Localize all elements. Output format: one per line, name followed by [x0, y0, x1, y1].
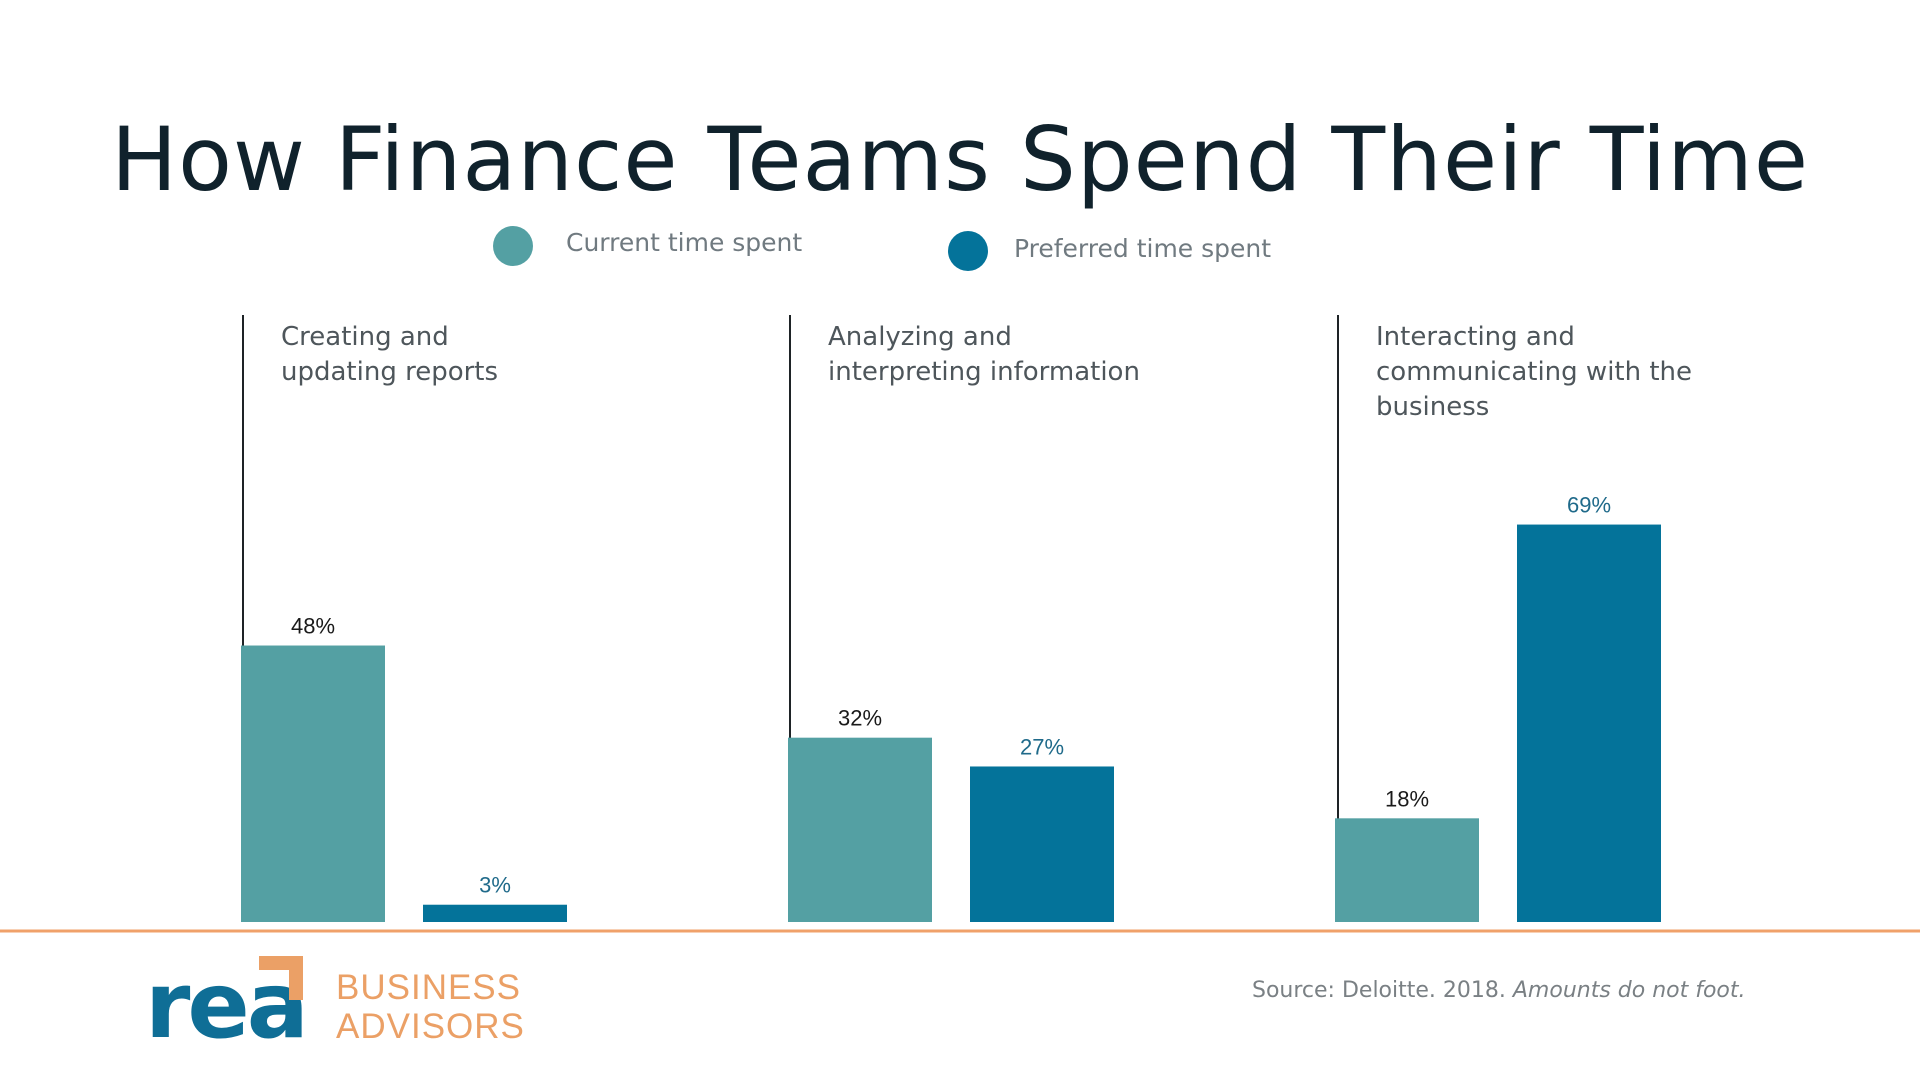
source-prefix: Source: Deloitte. 2018. [1252, 978, 1513, 1003]
bar-current-3 [1335, 818, 1479, 922]
group-label-3-line-1: Interacting and [1376, 322, 1575, 352]
chart-title: How Finance Teams Spend Their Time [110, 108, 1810, 211]
logo-advisors-text: ADVISORS [336, 1007, 525, 1046]
legend-label-current: Current time spent [566, 228, 803, 257]
group-label-3-line-2: communicating with the [1376, 357, 1692, 387]
value-label-current-1: 48% [291, 614, 335, 639]
value-label-current-3: 18% [1385, 786, 1429, 811]
group-label-3-line-3: business [1376, 392, 1489, 422]
bar-preferred-1 [423, 904, 567, 922]
group-label-1-line-2: updating reports [281, 357, 498, 387]
legend-swatch-preferred [948, 231, 988, 271]
legend-swatch-current [493, 226, 533, 266]
value-label-preferred-2: 27% [1020, 734, 1064, 759]
logo-business-text: BUSINESS [336, 968, 521, 1007]
group-label-2-line-1: Analyzing and [828, 322, 1012, 352]
legend-label-preferred: Preferred time spent [1014, 234, 1272, 263]
group-label-1-line-1: Creating and [281, 322, 449, 352]
bar-preferred-2 [970, 766, 1114, 922]
group-label-2-line-2: interpreting information [828, 357, 1140, 387]
bar-preferred-3 [1517, 524, 1661, 922]
value-label-current-2: 32% [838, 706, 882, 731]
value-label-preferred-1: 3% [479, 873, 511, 898]
source-note: Source: Deloitte. 2018. Amounts do not f… [1252, 978, 1746, 1003]
value-label-preferred-3: 69% [1567, 493, 1611, 518]
source-disclaimer: Amounts do not foot. [1512, 978, 1746, 1003]
logo-corner-mark-icon [259, 956, 303, 1000]
bar-current-2 [788, 737, 932, 922]
bar-current-1 [241, 645, 385, 922]
